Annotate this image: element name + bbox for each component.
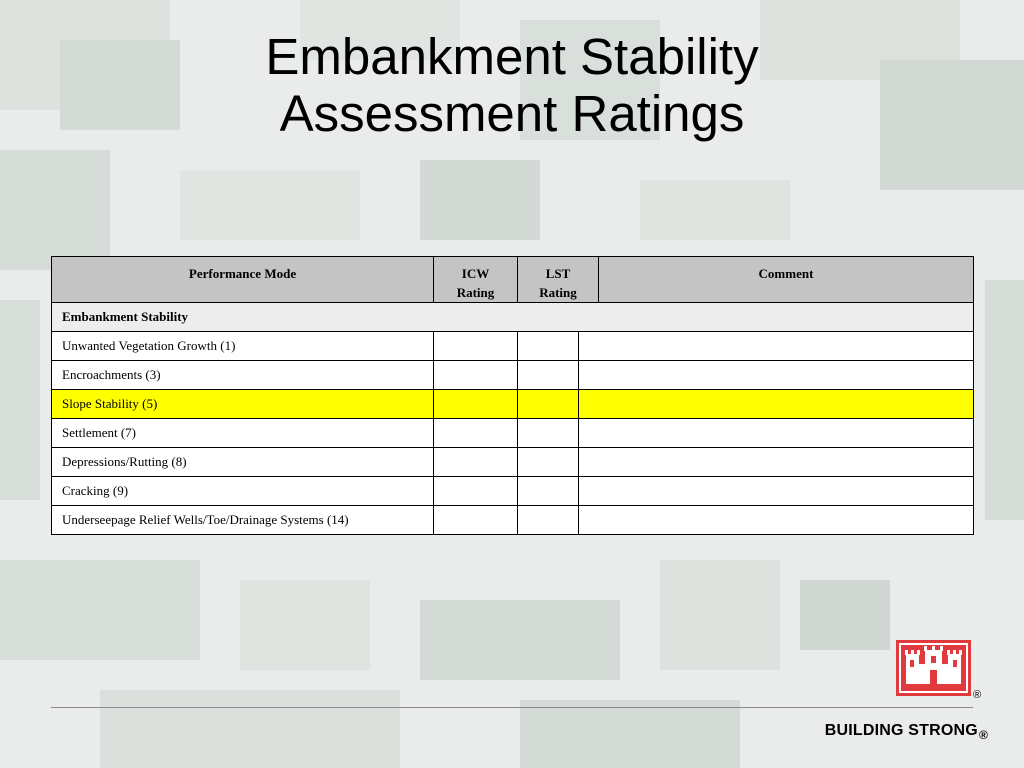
comment-cell[interactable] [579, 332, 973, 360]
lst-rating-cell[interactable] [518, 361, 579, 389]
slide-title-line-1: Embankment Stability [265, 28, 759, 85]
icw-rating-cell[interactable] [433, 389, 518, 419]
lst-comment-cells [517, 505, 974, 535]
comment-cell[interactable] [579, 419, 973, 447]
tagline-registered-mark: ® [978, 728, 988, 742]
performance-mode-cell: Slope Stability (5) [51, 389, 434, 419]
lst-rating-cell[interactable] [518, 419, 579, 447]
table-row: Unwanted Vegetation Growth (1) [51, 331, 974, 361]
lst-rating-cell[interactable] [518, 332, 579, 360]
table-row: Slope Stability (5) [51, 389, 974, 419]
table-row: Depressions/Rutting (8) [51, 447, 974, 477]
section-label: Embankment Stability [51, 302, 974, 332]
icw-rating-cell[interactable] [433, 447, 518, 477]
header-lst-rating: LST Rating [517, 256, 599, 303]
logo-registered-mark: ® [973, 689, 982, 701]
performance-mode-cell: Depressions/Rutting (8) [51, 447, 434, 477]
footer-divider [51, 707, 973, 708]
header-icw-rating: ICW Rating [433, 256, 518, 303]
performance-mode-cell: Settlement (7) [51, 418, 434, 448]
performance-mode-cell: Encroachments (3) [51, 360, 434, 390]
icw-rating-cell[interactable] [433, 331, 518, 361]
comment-cell[interactable] [579, 448, 973, 476]
comment-cell[interactable] [579, 361, 973, 389]
ratings-table: Performance Mode ICW Rating LST Rating C… [51, 256, 974, 535]
performance-mode-cell: Cracking (9) [51, 476, 434, 506]
table-row: Encroachments (3) [51, 360, 974, 390]
slide-title: Embankment Stability Assessment Ratings [0, 28, 1024, 142]
icw-rating-cell[interactable] [433, 505, 518, 535]
slide-title-line-2: Assessment Ratings [279, 85, 745, 142]
table-row: Underseepage Relief Wells/Toe/Drainage S… [51, 505, 974, 535]
header-comment: Comment [598, 256, 974, 303]
icw-rating-cell[interactable] [433, 476, 518, 506]
lst-rating-cell[interactable] [518, 448, 579, 476]
comment-cell[interactable] [579, 506, 973, 534]
tagline-text: BUILDING STRONG [824, 722, 978, 739]
icw-rating-cell[interactable] [433, 360, 518, 390]
lst-comment-cells [517, 389, 974, 419]
table-row: Cracking (9) [51, 476, 974, 506]
comment-cell[interactable] [579, 477, 973, 505]
comment-cell[interactable] [579, 390, 973, 418]
icw-rating-cell[interactable] [433, 418, 518, 448]
lst-comment-cells [517, 447, 974, 477]
table-row: Settlement (7) [51, 418, 974, 448]
section-row: Embankment Stability [51, 302, 974, 332]
lst-rating-cell[interactable] [518, 506, 579, 534]
lst-comment-cells [517, 331, 974, 361]
lst-comment-cells [517, 418, 974, 448]
building-strong-tagline: BUILDING STRONG® [825, 722, 988, 742]
lst-rating-cell[interactable] [518, 477, 579, 505]
lst-rating-cell[interactable] [518, 390, 579, 418]
performance-mode-cell: Unwanted Vegetation Growth (1) [51, 331, 434, 361]
castle-logo-icon [896, 640, 971, 696]
table-body: Embankment Stability Unwanted Vegetation… [51, 302, 974, 535]
header-performance-mode: Performance Mode [51, 256, 434, 303]
lst-comment-cells [517, 360, 974, 390]
lst-comment-cells [517, 476, 974, 506]
table-header-row: Performance Mode ICW Rating LST Rating C… [51, 256, 974, 303]
performance-mode-cell: Underseepage Relief Wells/Toe/Drainage S… [51, 505, 434, 535]
